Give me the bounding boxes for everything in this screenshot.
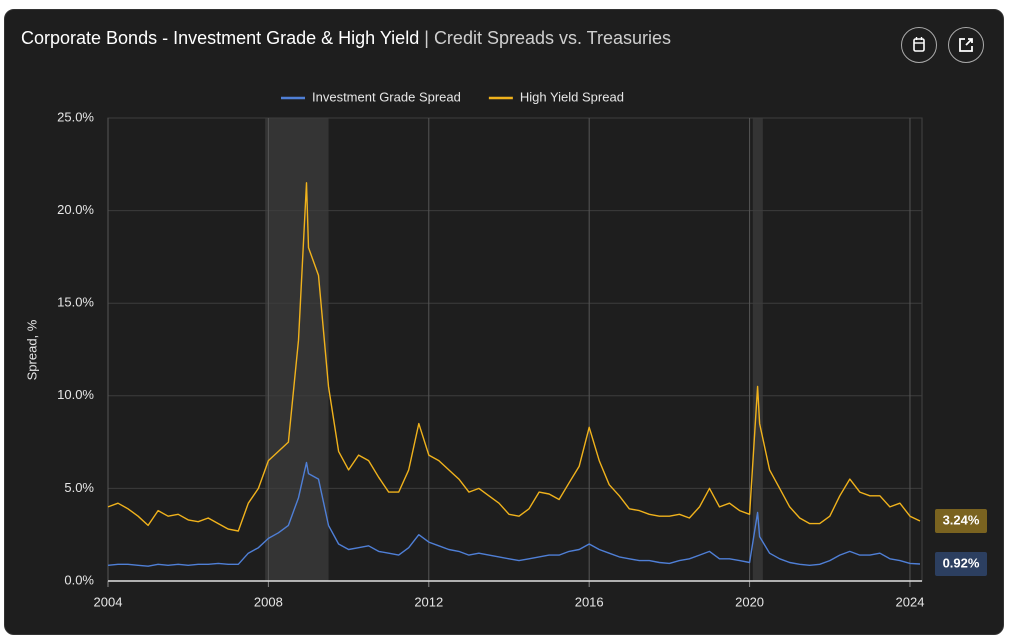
legend-label: High Yield Spread [520,89,624,104]
recession-band [265,118,329,581]
series-line [107,182,921,532]
end-value-box [935,508,987,533]
y-tick-label: 0.0% [64,572,94,587]
legend-label: Investment Grade Spread [312,89,461,104]
end-value-label: 0.92% [943,555,980,570]
plot-frame [107,117,923,582]
x-tick-label: 2012 [414,594,443,609]
series-line [107,461,921,567]
y-tick-label: 20.0% [57,202,94,217]
y-tick-label: 15.0% [57,295,94,310]
end-value-label: 3.24% [943,512,980,527]
y-tick-label: 5.0% [64,480,94,495]
y-tick-label: 25.0% [57,109,94,124]
external-icon [959,38,973,52]
calendar-icon [913,37,925,52]
calendar-button[interactable] [901,27,937,63]
x-tick-label: 2020 [735,594,764,609]
y-axis-label: Spread, % [24,319,39,380]
end-value-box [935,551,987,576]
y-tick-label: 10.0% [57,387,94,402]
open-external-button[interactable] [948,27,984,63]
chart-header: Corporate Bonds - Investment Grade & Hig… [21,28,671,49]
x-tick-label: 2004 [94,594,123,609]
x-tick-label: 2008 [254,594,283,609]
recession-band [752,118,763,581]
chart-subtitle: Credit Spreads vs. Treasuries [433,28,672,48]
x-tick-label: 2016 [575,594,604,609]
title-separator: | [424,28,429,48]
x-tick-label: 2024 [896,594,925,609]
chart-title: Corporate Bonds - Investment Grade & Hig… [21,28,420,48]
chart-card: Corporate Bonds - Investment Grade & Hig… [4,9,1004,635]
